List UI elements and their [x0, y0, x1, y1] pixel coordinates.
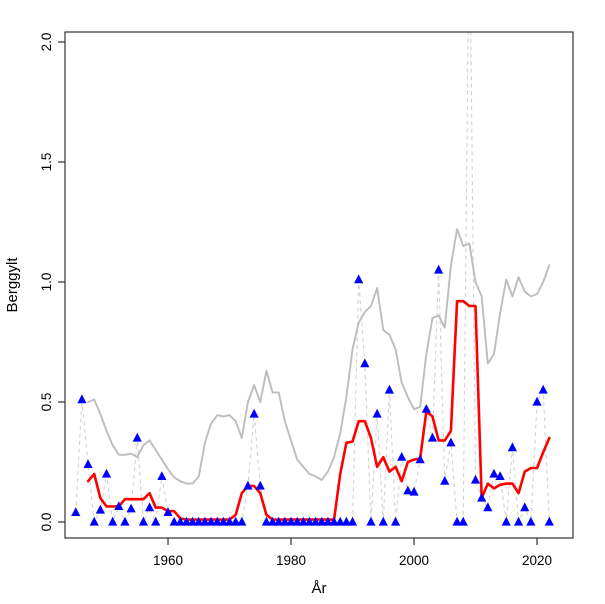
observation-triangle-marker — [243, 480, 253, 490]
observation-triangle-marker — [513, 516, 524, 526]
observation-triangle-marker — [458, 516, 468, 526]
observation-triangle-marker — [77, 394, 87, 404]
y-axis-tick-label: 0.5 — [39, 393, 54, 412]
observation-triangle-marker — [544, 516, 554, 526]
observation-triangle-marker — [286, 516, 296, 526]
observation-triangle-marker — [188, 516, 198, 526]
observation-triangle-marker — [292, 516, 302, 526]
observation-triangle-marker — [280, 516, 290, 526]
observation-triangle-marker — [397, 451, 407, 461]
observation-triangle-marker — [169, 516, 179, 526]
y-axis-tick-label: 1.5 — [39, 153, 54, 172]
y-axis-tick-label: 2.0 — [39, 33, 54, 52]
observation-triangle-marker — [409, 486, 419, 496]
observation-triangle-marker — [151, 516, 161, 526]
observation-triangle-marker — [526, 516, 536, 526]
observation-triangle-marker — [212, 516, 222, 526]
observation-triangle-marker — [181, 516, 192, 526]
observation-triangle-marker — [200, 516, 210, 526]
observation-triangle-marker — [224, 516, 235, 526]
observation-triangle-marker — [390, 516, 401, 526]
observation-triangle-marker — [452, 516, 462, 526]
observation-triangle-marker — [237, 516, 247, 526]
observation-triangle-marker — [231, 516, 241, 526]
smoothed-red-line — [86, 299, 551, 521]
observation-triangle-marker — [126, 503, 136, 513]
observation-triangle-marker — [138, 516, 149, 526]
observation-triangle-marker — [89, 516, 99, 526]
observation-triangle-marker — [384, 384, 395, 394]
observation-triangle-marker — [354, 274, 364, 284]
y-axis-tick-label: 1.0 — [39, 273, 54, 292]
observation-triangle-marker — [366, 516, 376, 526]
observation-triangle-marker — [360, 358, 370, 368]
observation-triangle-marker — [71, 507, 81, 516]
observation-triangle-marker — [347, 516, 358, 526]
observation-triangle-marker — [194, 516, 204, 526]
observation-triangle-marker — [255, 480, 265, 490]
observation-triangle-marker — [132, 432, 142, 442]
observation-triangle-marker — [95, 504, 105, 514]
observation-triangle-marker — [83, 459, 93, 468]
y-axis-tick-label: 0.0 — [39, 513, 54, 532]
observation-triangle-marker — [483, 502, 493, 512]
observation-triangle-marker — [206, 516, 216, 526]
observation-triangle-marker — [108, 516, 118, 526]
observation-triangle-marker — [507, 442, 518, 452]
observation-triangle-marker — [157, 471, 167, 480]
observation-triangle-marker — [489, 468, 499, 478]
observation-triangle-marker — [415, 454, 425, 464]
observation-triangle-marker — [144, 502, 155, 512]
observation-triangle-marker — [267, 516, 278, 526]
observation-triangle-marker — [317, 516, 327, 526]
observation-triangle-marker — [101, 468, 112, 478]
observation-triangle-marker — [163, 507, 173, 516]
observation-triangle-marker — [532, 396, 542, 406]
observation-triangle-marker — [175, 516, 185, 526]
observation-triangle-marker — [120, 516, 130, 526]
observation-triangle-marker — [261, 516, 272, 526]
observation-triangle-marker — [218, 516, 228, 526]
observation-triangle-marker — [249, 408, 259, 418]
observation-triangle-marker — [298, 516, 308, 526]
observation-triangle-marker — [274, 516, 284, 526]
observation-triangle-marker — [538, 384, 548, 394]
observation-triangle-marker — [440, 475, 450, 485]
observation-triangle-marker — [421, 403, 431, 413]
x-axis-title: År — [312, 580, 327, 597]
plot-box — [64, 31, 574, 539]
observation-triangle-marker — [335, 516, 345, 526]
observation-triangle-marker — [341, 516, 351, 526]
observation-triangle-marker — [323, 516, 333, 526]
axes: 1960 1980 2000 2020 0.0 0.5 1.0 1.5 2.0 — [39, 33, 552, 568]
x-axis-tick-label: 1960 — [153, 553, 183, 568]
observation-triangle-marker — [372, 408, 382, 418]
reference-gray-line — [87, 228, 551, 485]
observation-triangle-marker — [434, 264, 444, 274]
observation-triangle-marker — [378, 516, 388, 526]
observation-triangle-marker — [470, 474, 481, 484]
observation-triangle-marker — [520, 502, 530, 512]
x-axis-tick-label: 1980 — [276, 553, 306, 568]
observation-triangle-marker — [329, 516, 339, 526]
observation-triangle-marker — [114, 501, 124, 510]
observation-triangle-marker — [495, 471, 505, 480]
plot-series — [71, 32, 554, 526]
observation-triangle-marker — [403, 485, 413, 495]
observation-triangle-marker — [311, 516, 321, 526]
y-axis-title: Berggylt — [4, 257, 21, 313]
observation-triangle-marker — [501, 516, 511, 526]
x-axis-tick-label: 2020 — [522, 553, 552, 568]
observation-triangle-marker — [477, 492, 487, 502]
observation-triangle-marker — [304, 516, 315, 526]
x-axis-tick-label: 2000 — [399, 553, 429, 568]
observation-triangle-marker — [446, 437, 456, 447]
observation-triangle-marker — [427, 432, 438, 442]
